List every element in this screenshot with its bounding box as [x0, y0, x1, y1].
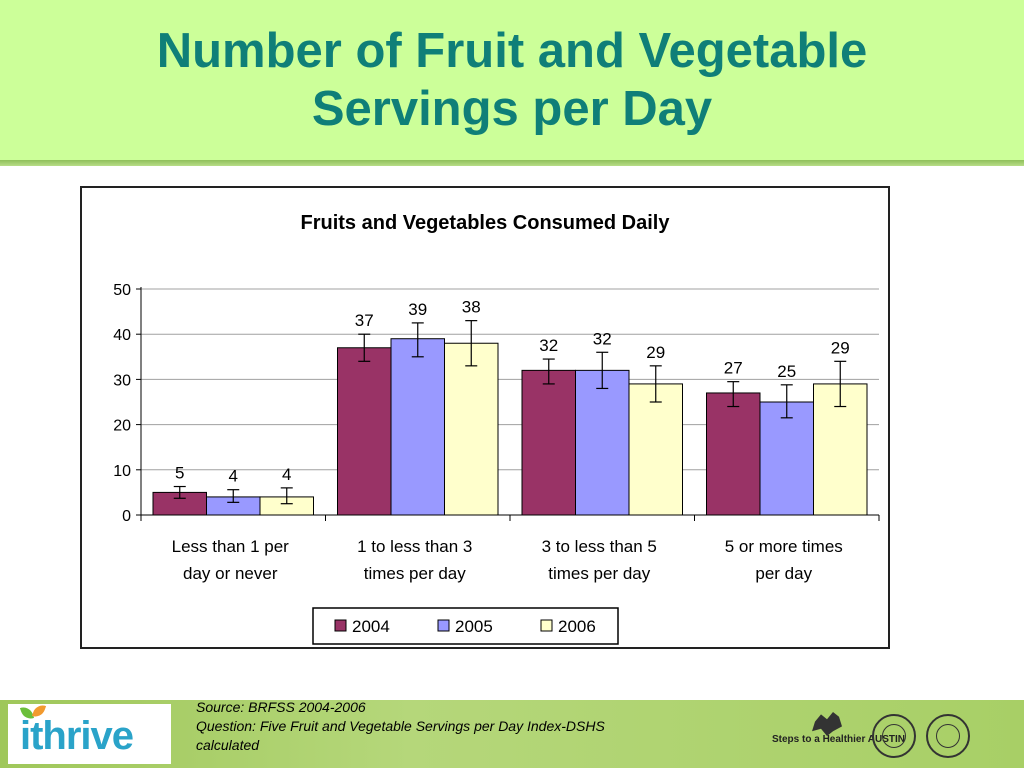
x-category-label: 5 or more times — [725, 537, 843, 556]
legend-label: 2006 — [558, 617, 596, 636]
x-category-label: times per day — [364, 564, 467, 583]
ithrive-logo: ithrive — [8, 702, 171, 764]
steps-logo-text: Steps to a Healthier AUSTIN — [772, 734, 905, 745]
bar — [337, 347, 392, 516]
chart-frame: Fruits and Vegetables Consumed Daily 0 10 2… — [80, 186, 890, 649]
source-line-3: calculated — [196, 737, 260, 753]
legend-swatch — [334, 619, 347, 632]
legend-box — [312, 607, 619, 645]
source-line-2: Question: Five Fruit and Vegetable Servi… — [196, 718, 605, 734]
bar — [759, 401, 814, 516]
y-tick-label: 10 — [113, 463, 131, 480]
y-tick-label: 20 — [113, 418, 131, 435]
chart-title: Fruits and Vegetables Consumed Daily — [301, 212, 671, 234]
data-label: 4 — [229, 467, 238, 486]
bar — [575, 369, 630, 516]
legend-swatch — [437, 619, 450, 632]
ithrive-logo-text: ithrive — [20, 714, 134, 758]
data-label: 25 — [777, 362, 796, 381]
slide-title: Number of Fruit and Vegetable Servings p… — [0, 22, 1024, 138]
data-label: 32 — [539, 336, 558, 355]
data-label: 38 — [462, 298, 481, 317]
bar-chart: Fruits and Vegetables Consumed Daily 0 10 2… — [113, 212, 880, 645]
county-seal-icon — [926, 714, 970, 758]
data-label: 39 — [408, 300, 427, 319]
bar — [706, 392, 761, 516]
legend-swatch — [540, 619, 553, 632]
slide-title-line-2: Servings per Day — [311, 82, 713, 136]
x-category-label: Less than 1 per — [172, 537, 290, 556]
source-line-1: Source: BRFSS 2004-2006 — [196, 699, 366, 715]
data-label: 37 — [355, 311, 374, 330]
data-label: 4 — [282, 465, 291, 484]
data-label: 29 — [646, 343, 665, 362]
data-label: 5 — [175, 464, 184, 483]
data-label: 27 — [724, 359, 743, 378]
slide-title-line-1: Number of Fruit and Vegetable — [156, 24, 868, 78]
texas-shape-icon — [812, 712, 842, 736]
x-category-label: times per day — [548, 564, 651, 583]
bar — [628, 383, 683, 516]
source-note: Source: BRFSS 2004-2006 Question: Five F… — [196, 698, 736, 755]
y-tick-label: 30 — [113, 372, 131, 389]
x-category-label: 3 to less than 5 — [542, 537, 657, 556]
x-category-label: 1 to less than 3 — [357, 537, 472, 556]
bar — [521, 369, 576, 516]
x-category-label: per day — [755, 564, 812, 583]
city-seal-icon — [872, 714, 916, 758]
data-label: 32 — [593, 329, 612, 348]
legend-label: 2004 — [352, 617, 390, 636]
title-banner-divider — [0, 160, 1024, 166]
y-tick-label: 40 — [113, 327, 131, 344]
bar — [390, 338, 445, 516]
y-tick-label: 0 — [122, 508, 131, 525]
legend-label: 2005 — [455, 617, 493, 636]
data-label: 29 — [831, 338, 850, 357]
bar — [444, 342, 499, 516]
steps-healthier-austin-logo: Steps to a Healthier AUSTIN — [772, 712, 905, 758]
y-tick-label: 50 — [113, 282, 131, 299]
title-banner — [0, 0, 1024, 160]
x-category-label: day or never — [183, 564, 278, 583]
